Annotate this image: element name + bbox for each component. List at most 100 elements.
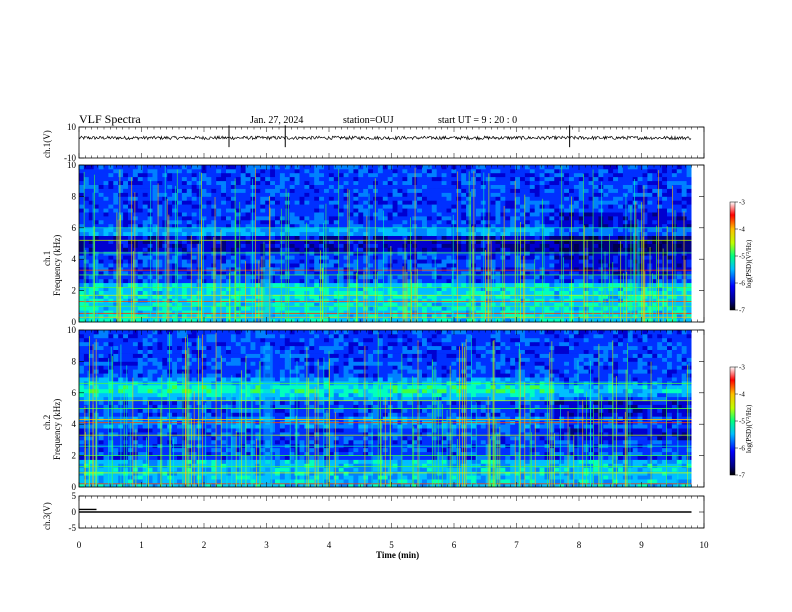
spectrogram-cell — [583, 251, 589, 256]
spectrogram-cell — [226, 184, 232, 189]
spectrogram-cell — [426, 318, 433, 323]
spectrogram-cell — [387, 212, 393, 217]
spectrogram-cell — [270, 247, 276, 252]
spectrogram-cell — [510, 290, 516, 295]
spectrogram-cell — [270, 278, 276, 284]
spectrogram-cell — [309, 188, 315, 193]
spectrogram-cell — [407, 286, 413, 291]
spectrogram-cell — [304, 196, 310, 201]
spectrogram-cell — [593, 271, 599, 276]
spectrogram-cell — [417, 168, 423, 174]
spectrogram-cell — [461, 310, 467, 315]
spectrogram-cell — [284, 306, 291, 311]
spectrogram-cell — [475, 192, 482, 197]
spectrogram-cell — [137, 223, 144, 229]
spectrogram-cell — [226, 212, 232, 217]
spectrogram-cell — [279, 216, 286, 221]
spectrogram-cell — [544, 212, 550, 217]
spectrogram-cell — [598, 255, 604, 260]
spectrogram-cell — [642, 239, 648, 244]
spectrogram-cell — [279, 235, 286, 240]
spectrogram-cell — [500, 318, 506, 323]
spectrogram-cell — [373, 168, 379, 174]
spectrogram-cell — [181, 235, 188, 240]
spectrogram-cell — [578, 219, 585, 225]
spectrogram-cell — [348, 231, 354, 236]
spectrogram-cell — [128, 302, 134, 307]
spectrogram-cell — [549, 306, 555, 311]
spectrogram-cell — [221, 247, 227, 252]
spectrogram-cell — [593, 165, 599, 170]
spectrogram-cell — [397, 235, 403, 240]
spectrogram-cell — [235, 184, 242, 189]
spectrogram-cell — [265, 310, 271, 315]
spectrogram-cell — [549, 278, 555, 284]
spectrogram-cell — [299, 165, 305, 170]
spectrogram-cell — [294, 235, 300, 240]
spectrogram-cell — [230, 247, 237, 252]
spectrogram-cell — [426, 176, 433, 182]
spectrogram-cell — [456, 318, 462, 323]
spectrogram-cell — [177, 192, 183, 197]
spectrogram-cell — [255, 255, 261, 260]
spectrogram-cell — [569, 180, 575, 185]
spectrogram-cell — [275, 274, 281, 280]
spectrogram-cell — [593, 216, 599, 221]
spectrogram-cell — [515, 208, 521, 213]
spectrogram-cell — [275, 302, 281, 307]
spectrogram-cell — [172, 223, 178, 229]
spectrogram-cell — [299, 251, 305, 256]
spectrogram-cell — [123, 286, 129, 291]
spectrogram-cell — [490, 231, 496, 236]
spectrogram-cell — [93, 290, 99, 295]
spectrogram-cell — [211, 168, 217, 174]
spectrogram-cell — [172, 251, 178, 256]
spectrogram-cell — [436, 290, 442, 295]
spectrogram-cell — [598, 247, 604, 252]
spectrogram-cell — [632, 180, 638, 185]
spectrogram-cell — [618, 212, 624, 217]
spectrogram-cell — [294, 231, 300, 236]
spectrogram-cell — [319, 298, 325, 303]
spectrogram-cell — [387, 216, 393, 221]
spectrogram-cell — [652, 274, 658, 280]
spectrogram-cell — [196, 212, 202, 217]
spectrogram-cell — [534, 180, 540, 185]
spectrogram-cell — [186, 282, 193, 288]
spectrogram-cell — [363, 298, 369, 303]
spectrogram-cell — [642, 263, 648, 268]
spectrogram-cell — [304, 172, 310, 178]
spectrogram-cell — [475, 298, 482, 303]
spectrogram-cell — [299, 239, 305, 244]
spectrogram-cell — [588, 219, 594, 225]
spectrogram-cell — [422, 294, 428, 299]
spectrogram-cell — [363, 263, 369, 268]
spectrogram-cell — [221, 278, 227, 284]
spectrogram-cell — [147, 223, 153, 229]
spectrogram-cell — [319, 306, 325, 311]
spectrogram-cell — [132, 168, 139, 174]
spectrogram-cell — [392, 196, 398, 201]
spectrogram-cell — [613, 212, 619, 217]
spectrogram-cell — [520, 180, 526, 185]
spectrogram-cell — [152, 282, 158, 288]
spectrogram-cell — [294, 318, 300, 323]
spectrogram-cell — [490, 192, 496, 197]
spectrogram-cell — [353, 208, 359, 213]
spectrogram-cell — [598, 314, 604, 319]
spectrogram-cell — [240, 208, 246, 213]
spectrogram-cell — [618, 188, 624, 193]
spectrogram-cell — [235, 216, 242, 221]
spectrogram-cell — [201, 302, 207, 307]
spectrogram-cell — [554, 208, 560, 213]
spectrogram-cell — [328, 243, 335, 248]
spectrogram-cell — [132, 227, 139, 233]
spectrogram-cell — [186, 310, 193, 315]
spectrogram-cell — [583, 255, 589, 260]
spectrogram-cell — [652, 227, 658, 233]
spectrogram-cell — [588, 263, 594, 268]
spectrogram-cell — [245, 310, 251, 315]
spectrogram-cell — [554, 176, 560, 182]
spectrogram-cell — [392, 310, 398, 315]
spectrogram-cell — [245, 235, 251, 240]
